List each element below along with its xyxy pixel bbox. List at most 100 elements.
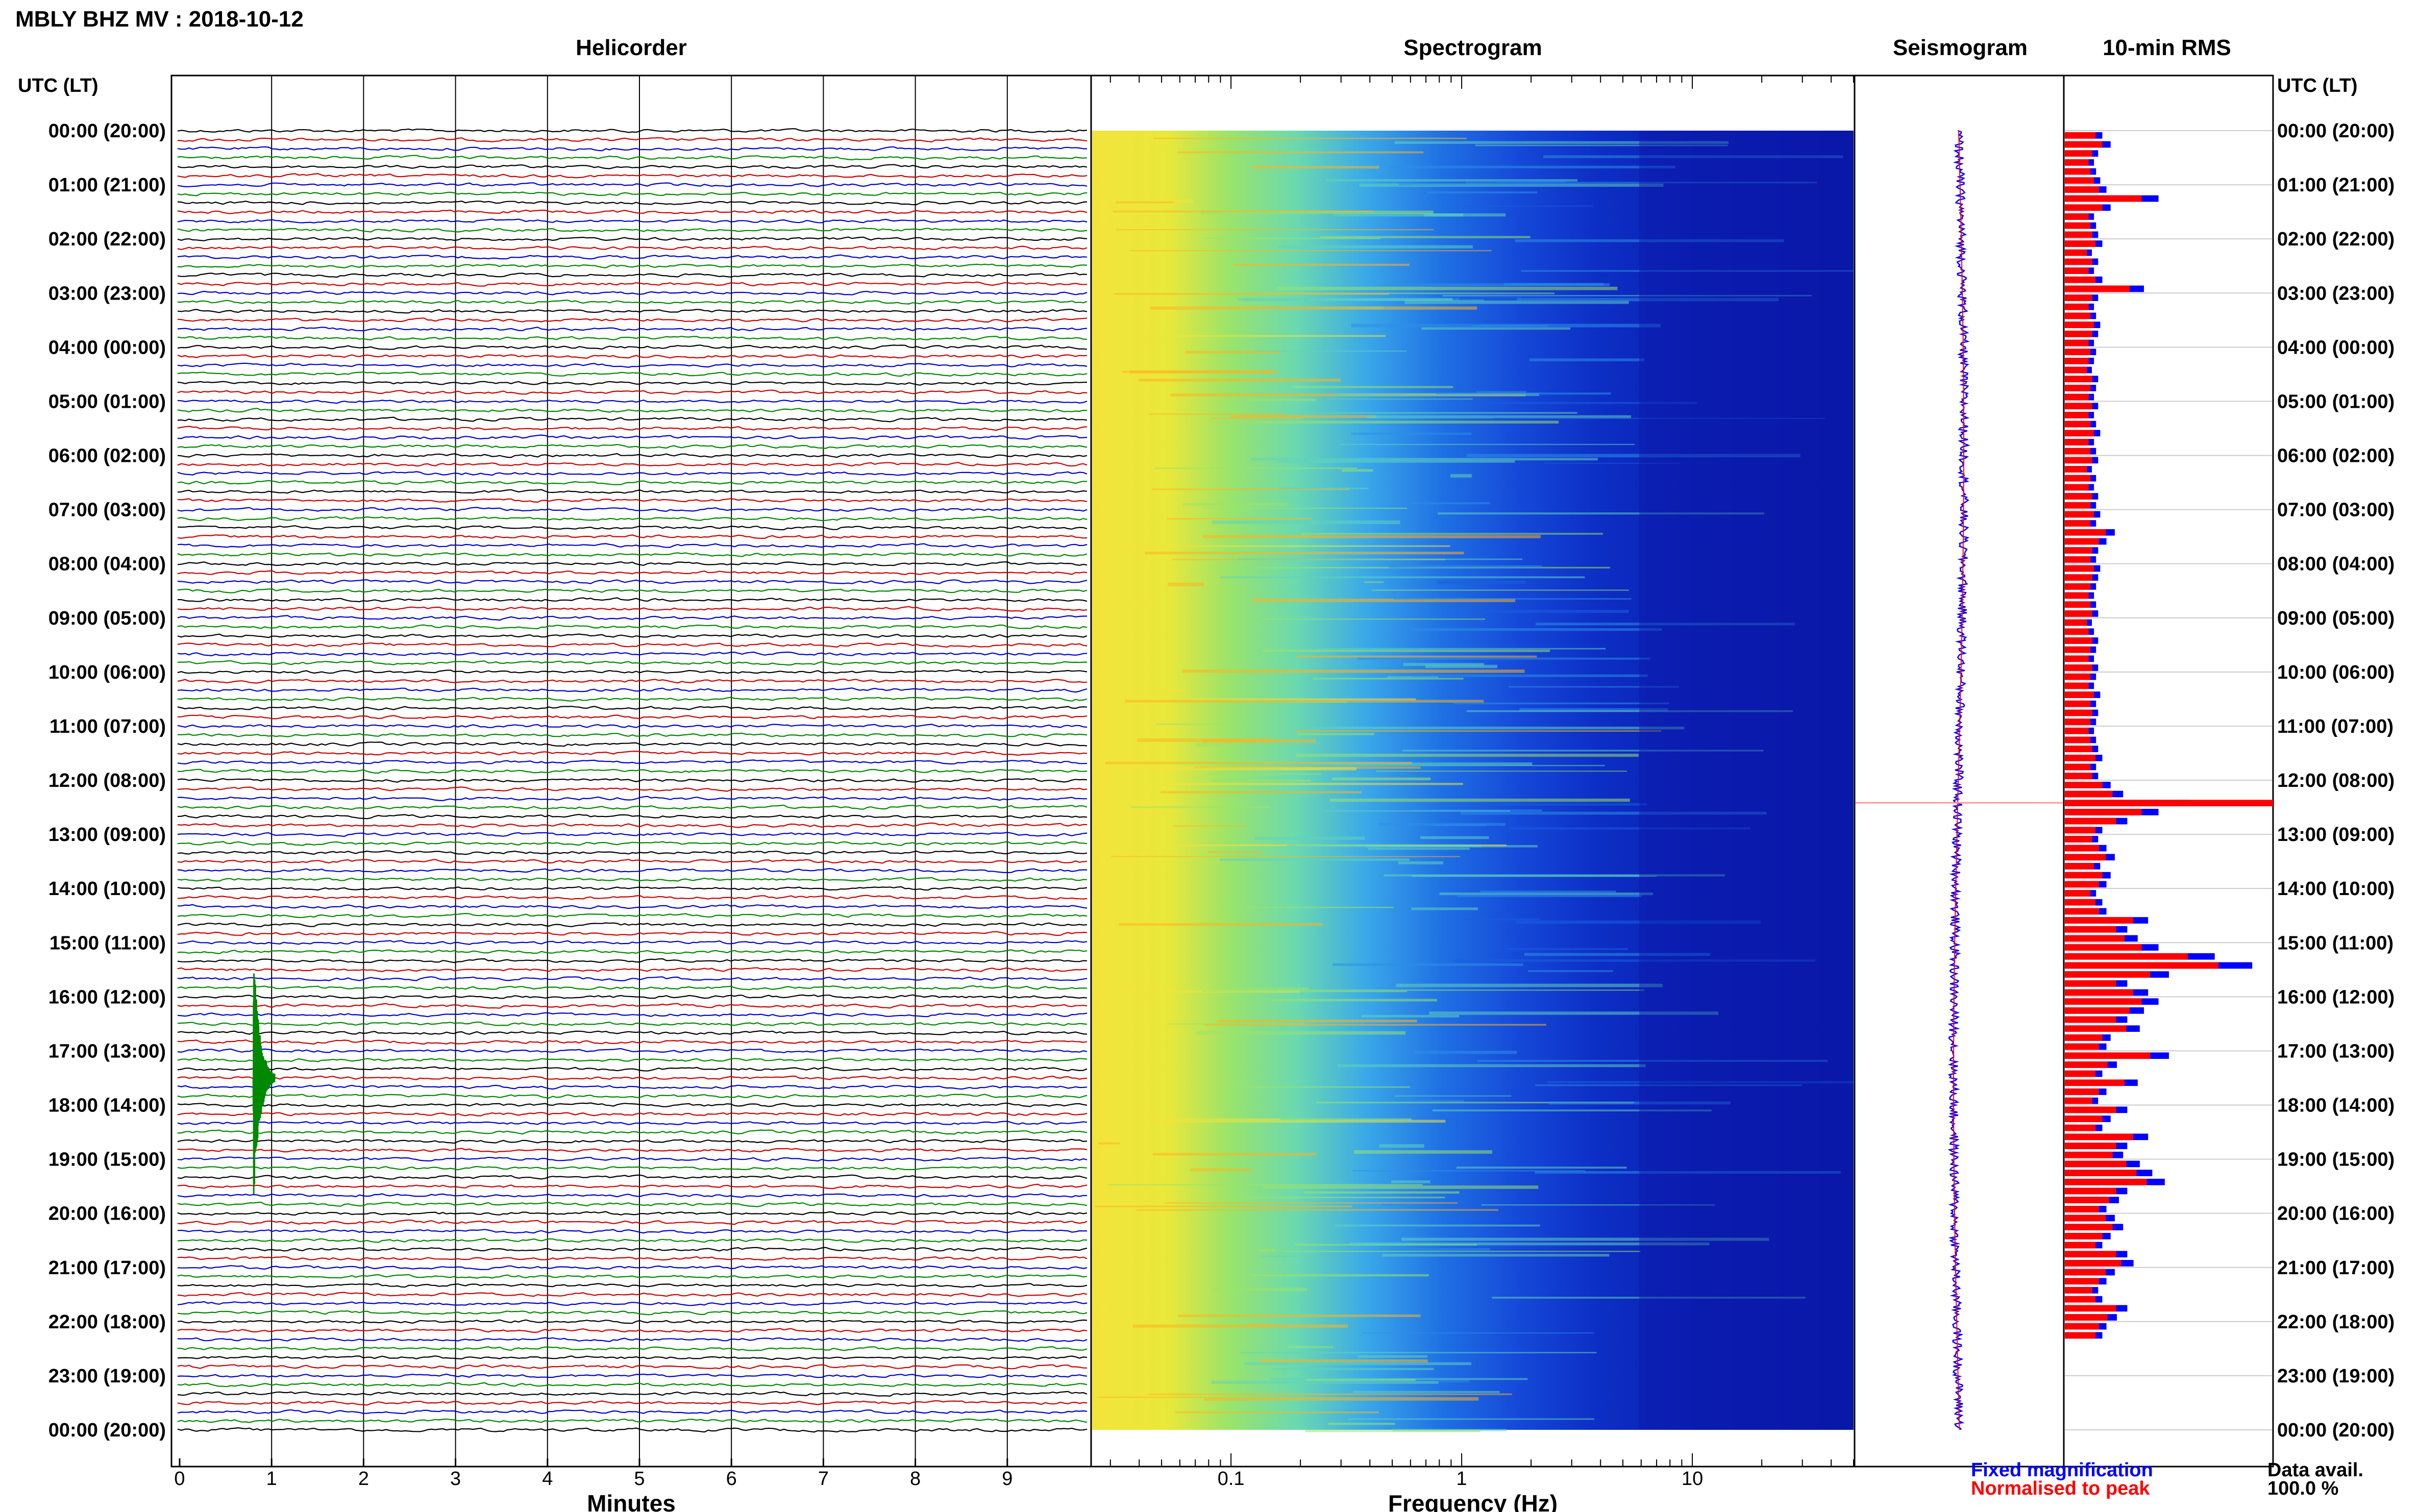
helicorder-trace	[177, 389, 1088, 395]
spectrogram-band	[1395, 1095, 1512, 1097]
spectrogram-x-tick-label: 0.1	[1218, 1468, 1245, 1490]
hour-label-right: 20:00 (16:00)	[2277, 1203, 2395, 1225]
helicorder-trace	[177, 1301, 1088, 1306]
hour-label-right: 05:00 (01:00)	[2277, 391, 2395, 412]
spectrogram-band	[1325, 179, 1577, 182]
hour-label-right: 03:00 (23:00)	[2277, 283, 2395, 304]
spectrogram-band	[1547, 1081, 1854, 1084]
rms-bar-normalised	[2065, 827, 2096, 834]
hour-label-left: 07:00 (03:00)	[48, 500, 166, 521]
rms-bar-normalised	[2065, 511, 2094, 518]
spectrogram-band	[1297, 460, 1515, 463]
rms-bar-normalised	[2065, 637, 2092, 644]
spectrogram-band	[1528, 970, 1613, 972]
rms-bar-normalised	[2065, 601, 2091, 608]
rms-bar-normalised	[2065, 159, 2089, 166]
spectrogram-band	[1203, 507, 1408, 509]
spectrogram-band	[1504, 283, 1604, 286]
rms-bar-normalised	[2065, 935, 2125, 942]
helicorder-trace	[177, 958, 1088, 963]
spectrogram-band	[1347, 1418, 1594, 1420]
hour-label-right: 10:00 (06:00)	[2277, 662, 2395, 683]
rms-bar-normalised	[2065, 502, 2091, 509]
helicorder-trace	[177, 796, 1087, 802]
spectrogram-band	[1150, 306, 1477, 310]
helicorder-trace	[177, 724, 1088, 729]
spectrogram-band	[1338, 443, 1635, 445]
spectrogram-band	[1420, 836, 1489, 839]
rms-bar-normalised	[2065, 736, 2091, 743]
rms-bar-normalised	[2065, 619, 2087, 626]
spectrogram-band	[1178, 1314, 1421, 1317]
spectrogram-band	[1425, 664, 1497, 668]
rms-bar-normalised	[2065, 926, 2116, 933]
helicorder-trace	[177, 1427, 1088, 1433]
rms-bar-normalised	[2065, 908, 2099, 915]
rms-bar-normalised	[2065, 204, 2103, 211]
helicorder-trace	[177, 227, 1088, 233]
helicorder-trace	[177, 1021, 1088, 1026]
helicorder-trace	[177, 1201, 1088, 1207]
helicorder-trace	[177, 137, 1088, 143]
rms-bar-normalised	[2065, 556, 2091, 563]
rms-bar-normalised	[2065, 1205, 2099, 1212]
rms-bar-normalised	[2065, 917, 2133, 924]
helicorder-trace	[177, 1147, 1088, 1153]
spectrogram-band	[1224, 1197, 1445, 1199]
rms-bar-normalised	[2065, 1260, 2121, 1267]
spectrogram-band	[1535, 1171, 1841, 1174]
spectrogram-band	[1271, 999, 1437, 1002]
time-axis-header-left: UTC (LT)	[18, 75, 98, 96]
spectrogram-band	[1228, 1086, 1411, 1088]
spectrogram-band	[1433, 1109, 1712, 1111]
rms-bar-normalised	[2065, 1061, 2108, 1068]
helicorder-x-tick-label: 6	[726, 1468, 737, 1490]
spectrogram-band	[1353, 1391, 1500, 1393]
helicorder-trace	[177, 344, 1088, 350]
hour-label-left: 14:00 (10:00)	[48, 878, 166, 900]
helicorder-trace	[177, 155, 1088, 161]
data-availability-label: Data avail.	[2267, 1459, 2363, 1481]
spectrogram-band	[1452, 296, 1521, 301]
rms-bar-normalised	[2065, 1187, 2116, 1195]
hour-label-right: 01:00 (21:00)	[2277, 175, 2395, 196]
helicorder-trace	[177, 841, 1088, 846]
helicorder-trace	[177, 1121, 1088, 1126]
spectrogram-band	[1105, 761, 1412, 764]
spectrogram-band	[1387, 676, 1439, 678]
rms-bar-normalised	[2065, 881, 2099, 888]
spectrogram-band	[1212, 779, 1311, 782]
rms-bar-normalised	[2065, 547, 2092, 554]
rms-bar-normalised	[2065, 339, 2089, 346]
hour-label-left: 16:00 (12:00)	[48, 986, 166, 1008]
spectrogram-band	[1156, 723, 1244, 725]
helicorder-trace	[178, 904, 1088, 909]
rms-bar-normalised	[2065, 141, 2103, 148]
hour-label-right: 15:00 (11:00)	[2277, 932, 2393, 954]
spectrogram-band	[1278, 487, 1369, 489]
spectrogram-band	[1175, 1411, 1379, 1414]
page-title: MBLY BHZ MV : 2018-10-12	[15, 7, 304, 32]
rms-bar-normalised	[2065, 1305, 2116, 1312]
helicorder-trace	[177, 624, 1088, 630]
helicorder-trace	[177, 327, 1088, 332]
spectrogram-band	[1114, 811, 1182, 813]
helicorder-trace	[177, 1174, 1088, 1180]
hour-label-left: 04:00 (00:00)	[48, 337, 166, 358]
hour-label-right: 02:00 (22:00)	[2277, 229, 2395, 250]
helicorder-trace	[177, 769, 1088, 774]
helicorder-trace	[177, 588, 1088, 593]
helicorder-trace	[177, 804, 1088, 810]
helicorder-trace	[177, 1039, 1088, 1045]
hour-label-left: 23:00 (19:00)	[48, 1366, 166, 1387]
spectrogram-band	[1296, 655, 1537, 658]
helicorder-trace	[177, 678, 1088, 684]
spectrogram-band	[1381, 1254, 1610, 1257]
helicorder-x-tick-label: 5	[634, 1468, 645, 1490]
spectrogram-band	[1509, 686, 1680, 688]
helicorder-trace	[177, 660, 1088, 666]
spectrogram-band	[1244, 1362, 1471, 1366]
spectrogram-band	[1277, 286, 1618, 290]
spectrogram-band	[1378, 823, 1505, 826]
spectrogram-band	[1438, 1380, 1469, 1382]
